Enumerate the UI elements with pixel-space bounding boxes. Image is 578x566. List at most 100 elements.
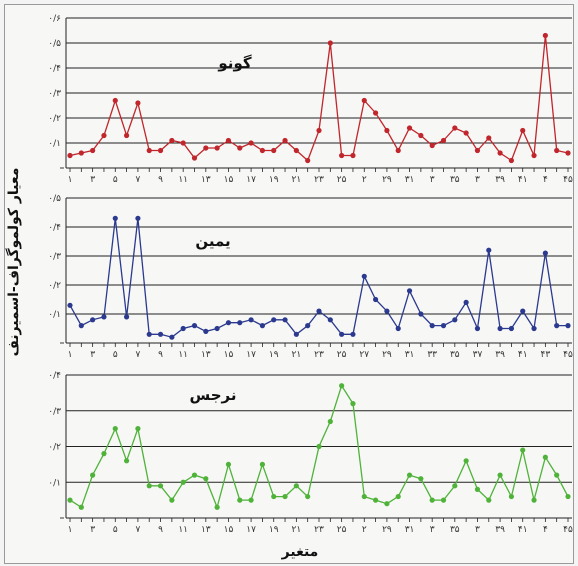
data-point [554,472,560,478]
data-point [440,497,447,503]
x-tick-label: ۳ [90,525,95,535]
x-tick-label: ۱۵ [224,350,234,360]
data-point [497,472,503,478]
data-point [67,302,73,308]
data-point [339,152,345,159]
data-point [350,401,356,407]
x-tick-label: ۲۱ [292,525,302,535]
x-tick-label: ۱۳ [201,525,211,535]
x-tick-label: ۲۹ [382,525,392,535]
x-tick-label: ۳ [475,175,480,185]
data-point [542,250,548,256]
data-point [191,323,198,329]
chart-panel-1: ۰/۶۰/۵۰/۴۰/۳۰/۲۰/۱۱ ۳ ۵ ۷ ۹ ۱۱ ۱۳ ۱۵ ۱۷ ۱۹ ۲۱ ۲۳ ۲۵ ۲… [48,14,573,185]
x-tick-label: ۳۵ [450,525,460,535]
data-point [248,140,254,146]
x-tick-label: ۱۷ [246,350,256,360]
x-axis-label: متغیر [281,544,319,560]
data-point [67,497,73,503]
data-point [146,147,152,154]
data-point [395,325,401,332]
data-point [554,147,560,154]
x-tick-label: ۳۵ [450,350,460,360]
data-point [508,325,515,332]
x-tick-label: ۴۵ [563,350,573,360]
x-tick-label: ۳۵ [450,175,460,185]
x-tick-label: ۱۹ [269,525,279,535]
x-tick-label: ۴۵ [563,175,573,185]
data-point [146,331,152,337]
data-point [418,311,424,317]
x-tick-label: ۲۱ [292,175,302,185]
data-point [565,323,571,329]
data-point [418,132,424,139]
data-point [191,472,198,478]
data-point [316,127,322,134]
data-point [350,331,356,337]
data-point [146,483,152,489]
x-tick-label: ۲۷ [359,350,369,360]
data-point [305,323,311,329]
data-point [225,461,232,467]
y-tick-label: ۰/۶ [48,14,61,24]
data-point [418,476,424,482]
data-point [169,497,175,503]
data-point [372,110,379,116]
data-point [474,486,481,492]
data-point [384,308,390,314]
y-tick-label: ۰/۴ [48,371,61,381]
data-point [463,299,469,305]
x-tick-label: ۴ [543,175,548,185]
x-tick-label: ۴۱ [518,525,528,535]
data-point [542,32,548,39]
data-point [508,157,515,164]
data-point [384,501,390,507]
data-point [474,325,481,332]
series-line [69,218,568,338]
x-tick-label: ۲۹ [382,350,392,360]
data-point [123,314,130,320]
chart-frame [4,4,574,564]
data-point [157,331,164,337]
y-tick-label: ۰/۳ [48,252,61,262]
data-point [327,317,333,323]
x-tick-label: ۱۹ [269,350,279,360]
x-tick-label: ۲ [362,525,367,535]
data-point [406,472,413,478]
x-tick-label: ۱۵ [224,175,234,185]
data-point [259,147,266,154]
x-tick-label: ۳۱ [405,175,415,185]
data-point [497,150,503,156]
data-point [135,100,141,106]
data-point [282,493,288,500]
data-point [180,479,186,485]
data-point [384,127,390,134]
x-tick-label: ۳۱ [405,350,415,360]
data-point [452,483,458,489]
data-point [542,454,548,460]
data-point [508,493,515,500]
data-point [429,323,435,329]
data-point [169,334,175,340]
x-tick-label: ۴۱ [518,175,528,185]
y-tick-label: ۰/۲ [48,114,61,124]
y-tick-label: ۰/۴ [48,64,61,74]
data-point [486,247,492,253]
data-point [259,323,266,329]
x-tick-label: ۴۵ [563,525,573,535]
y-tick-label: ۰/۲ [48,281,61,291]
data-point [78,504,84,510]
x-tick-label: ۴۳ [541,350,551,360]
y-axis-label: معیار کولموگراف-اسمیرنف [5,168,22,357]
data-point [372,296,379,303]
data-point [440,323,447,329]
y-tick-label: ۰/۳ [48,89,61,99]
data-point [237,145,243,151]
x-tick-label: ۹ [158,350,163,360]
data-point [316,308,322,314]
x-tick-label: ۴ [543,525,548,535]
data-point [112,215,118,221]
y-tick-label: ۰/۲ [48,443,61,453]
